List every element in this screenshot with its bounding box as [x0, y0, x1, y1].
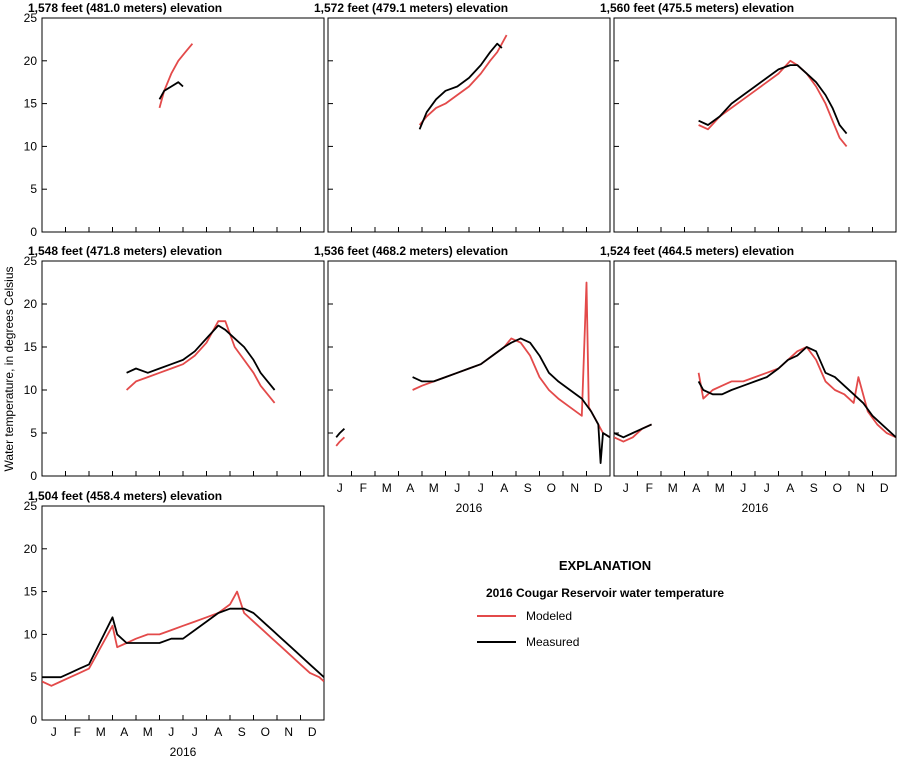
legend-label-modeled: Modeled	[526, 609, 572, 623]
series-line-modeled	[158, 43, 194, 109]
x-tick-label: F	[360, 481, 367, 495]
series-line-measured	[335, 337, 610, 464]
x-tick-label: J	[168, 725, 174, 739]
y-tick-label: 0	[30, 469, 37, 483]
x-tick-label: N	[856, 481, 865, 495]
x-tick-label: N	[284, 725, 293, 739]
plot-frame	[41, 260, 325, 477]
x-tick-label: J	[478, 481, 484, 495]
x-tick-label: F	[646, 481, 653, 495]
series-line-modeled	[42, 590, 324, 687]
chart-panel: 1,578 feet (481.0 meters) elevation 0 5 10 1…	[24, 1, 325, 239]
y-tick-label: 5	[30, 182, 37, 196]
x-tick-label: M	[143, 725, 153, 739]
series-line-measured	[614, 346, 896, 439]
series-line-measured	[418, 42, 503, 130]
y-tick-label: 0	[30, 713, 37, 727]
x-tick-label: O	[547, 481, 556, 495]
chart-panel: 1,560 feet (475.5 meters) elevation	[600, 1, 897, 233]
x-tick-label: A	[786, 481, 794, 495]
x-tick-label: O	[261, 725, 270, 739]
x-axis-year-label: 2016	[742, 501, 769, 515]
x-tick-label: D	[308, 725, 317, 739]
x-tick-label: M	[715, 481, 725, 495]
x-tick-label: A	[500, 481, 508, 495]
plot-frame	[41, 505, 325, 721]
x-tick-label: F	[74, 725, 81, 739]
x-tick-label: A	[120, 725, 128, 739]
plot-frame	[41, 17, 325, 233]
y-tick-label: 15	[24, 340, 38, 354]
panel-title: 1,536 feet (468.2 meters) elevation	[314, 244, 508, 258]
x-tick-label: A	[406, 481, 414, 495]
x-tick-label: J	[623, 481, 629, 495]
x-tick-label: M	[668, 481, 678, 495]
x-tick-label: A	[692, 481, 700, 495]
legend-label-measured: Measured	[526, 635, 579, 649]
y-tick-label: 10	[24, 383, 38, 397]
series-line-modeled	[125, 320, 276, 404]
series-line-modeled	[335, 281, 610, 447]
y-tick-label: 20	[24, 542, 38, 556]
x-tick-label: M	[429, 481, 439, 495]
x-tick-label: O	[833, 481, 842, 495]
legend: EXPLANATION 2016 Cougar Reservoir water …	[477, 558, 724, 649]
chart-panel: 1,504 feet (458.4 meters) elevation 0 5 10 1…	[24, 489, 325, 759]
plot-frame	[613, 260, 897, 477]
plot-frame	[327, 17, 611, 233]
x-tick-label: N	[570, 481, 579, 495]
series-line-modeled	[418, 34, 508, 126]
x-tick-label: S	[238, 725, 246, 739]
x-tick-label: S	[524, 481, 532, 495]
x-tick-label: J	[51, 725, 57, 739]
y-tick-label: 0	[30, 225, 37, 239]
x-axis-year-label: 2016	[456, 501, 483, 515]
x-tick-label: D	[594, 481, 603, 495]
panel-title: 1,548 feet (471.8 meters) elevation	[28, 244, 222, 258]
y-axis-label: Water temperature, in degrees Celsius	[2, 267, 16, 472]
y-tick-label: 15	[24, 97, 38, 111]
y-tick-label: 10	[24, 139, 38, 153]
x-tick-label: J	[337, 481, 343, 495]
y-tick-label: 15	[24, 585, 38, 599]
y-tick-label: 25	[24, 254, 38, 268]
panel-title: 1,560 feet (475.5 meters) elevation	[600, 1, 794, 15]
y-tick-label: 5	[30, 426, 37, 440]
series-line-measured	[698, 64, 848, 135]
panel-title: 1,572 feet (479.1 meters) elevation	[314, 1, 508, 15]
y-tick-label: 5	[30, 670, 37, 684]
x-axis-year-label: 2016	[170, 745, 197, 759]
series-line-measured	[42, 607, 324, 679]
x-tick-label: D	[880, 481, 889, 495]
y-tick-label: 20	[24, 54, 38, 68]
x-tick-label: A	[214, 725, 222, 739]
y-tick-label: 25	[24, 499, 38, 513]
x-tick-label: J	[192, 725, 198, 739]
x-tick-label: J	[454, 481, 460, 495]
x-tick-label: J	[764, 481, 770, 495]
series-line-measured	[126, 324, 276, 391]
panel-title: 1,504 feet (458.4 meters) elevation	[28, 489, 222, 503]
series-line-measured	[158, 81, 184, 100]
chart-panel: 1,572 feet (479.1 meters) elevation	[314, 1, 611, 233]
plot-frame	[613, 17, 897, 233]
y-tick-label: 20	[24, 297, 38, 311]
legend-subtitle: 2016 Cougar Reservoir water temperature	[486, 586, 724, 600]
legend-title: EXPLANATION	[559, 558, 651, 573]
x-tick-label: J	[740, 481, 746, 495]
y-tick-label: 10	[24, 627, 38, 641]
x-tick-label: M	[382, 481, 392, 495]
x-tick-label: S	[810, 481, 818, 495]
chart-panel: 1,548 feet (471.8 meters) elevation 0 5 10 1…	[24, 244, 325, 483]
y-tick-label: 25	[24, 11, 38, 25]
x-tick-label: M	[96, 725, 106, 739]
chart-panels: 1,578 feet (481.0 meters) elevation05101…	[24, 1, 897, 759]
panel-title: 1,524 feet (464.5 meters) elevation	[600, 244, 794, 258]
panel-title: 1,578 feet (481.0 meters) elevation	[28, 1, 222, 15]
